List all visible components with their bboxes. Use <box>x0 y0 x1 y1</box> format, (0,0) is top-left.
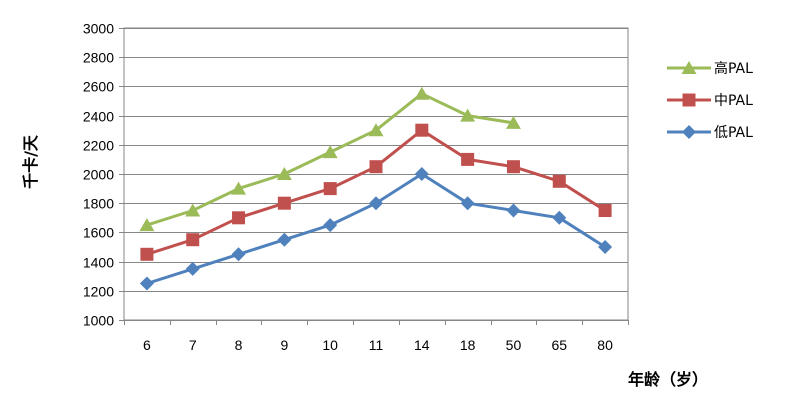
data-point <box>552 174 566 188</box>
legend-marker <box>682 125 696 139</box>
series-triangle <box>139 86 521 232</box>
data-point <box>552 210 567 225</box>
y-tick-label: 3000 <box>83 21 114 37</box>
y-tick-label: 1000 <box>83 313 114 329</box>
x-tick-label: 65 <box>551 337 567 353</box>
data-point <box>598 204 612 217</box>
legend-marker <box>682 93 696 107</box>
series-line <box>146 128 606 256</box>
y-axis-label: 千卡/天 <box>21 134 40 189</box>
data-point <box>414 167 429 181</box>
legend-marker <box>681 61 697 74</box>
series-line <box>146 92 514 227</box>
x-axis-ticks: 6 7 8 9 10 11 14 18 50 65 80 <box>143 337 613 353</box>
data-point <box>322 145 338 159</box>
series-diamond <box>139 167 613 291</box>
data-point <box>506 160 520 174</box>
y-tick-label: 1400 <box>83 255 114 271</box>
data-point <box>323 218 338 233</box>
data-point <box>323 182 337 196</box>
data-point <box>415 123 429 137</box>
x-axis-label: 年龄（岁） <box>628 370 708 389</box>
data-point <box>186 233 200 247</box>
x-tick-label: 18 <box>460 337 476 353</box>
x-tick-label: 8 <box>235 337 243 353</box>
legend-item: 中PAL <box>667 93 753 109</box>
y-tick-label: 1800 <box>83 196 114 212</box>
y-tick-label: 2200 <box>83 138 114 154</box>
data-point <box>598 240 613 254</box>
gridlines <box>119 27 629 325</box>
legend-item: 低PAL <box>667 125 753 141</box>
data-point <box>140 247 154 261</box>
x-tick-label: 11 <box>369 337 384 353</box>
legend-item: 高PAL <box>667 60 753 77</box>
data-point <box>139 218 155 232</box>
y-tick-label: 1600 <box>83 225 114 241</box>
data-point <box>139 276 154 291</box>
series-layer <box>139 86 613 291</box>
legend-label: 高PAL <box>714 60 753 77</box>
data-point <box>185 261 200 276</box>
y-tick-label: 2000 <box>83 167 114 183</box>
x-tick-label: 50 <box>506 337 522 353</box>
y-tick-label: 2800 <box>83 50 114 66</box>
legend-label: 中PAL <box>714 93 753 109</box>
data-point <box>369 196 383 211</box>
y-axis-ticks: 1000 1200 1400 1600 1800 2000 2200 2400 2600 2800… <box>83 21 114 329</box>
y-tick-label: 2400 <box>83 109 114 125</box>
data-point <box>414 86 430 100</box>
x-tick-label: 80 <box>597 337 613 353</box>
x-tick-label: 9 <box>280 337 288 353</box>
y-tick-label: 2600 <box>83 79 114 95</box>
data-point <box>460 196 475 211</box>
legend-label: 低PAL <box>714 125 753 141</box>
data-point <box>277 196 291 210</box>
data-point <box>276 167 292 180</box>
data-point <box>505 115 521 129</box>
data-point <box>368 123 384 137</box>
data-point <box>231 247 246 262</box>
y-tick-label: 1200 <box>83 284 114 300</box>
x-tick-label: 14 <box>414 337 430 353</box>
x-tick-label: 7 <box>189 337 197 353</box>
data-point <box>185 203 201 217</box>
legend: 高PAL 中PAL 低PAL <box>667 60 753 141</box>
data-point <box>277 232 292 247</box>
series-square <box>140 123 612 261</box>
data-point <box>231 181 247 195</box>
x-tick-label: 6 <box>143 337 151 353</box>
data-point <box>232 211 246 225</box>
data-point <box>461 152 475 166</box>
data-point <box>369 160 383 174</box>
data-point <box>506 203 521 218</box>
data-point <box>460 108 476 122</box>
x-tick-label: 10 <box>322 337 338 353</box>
